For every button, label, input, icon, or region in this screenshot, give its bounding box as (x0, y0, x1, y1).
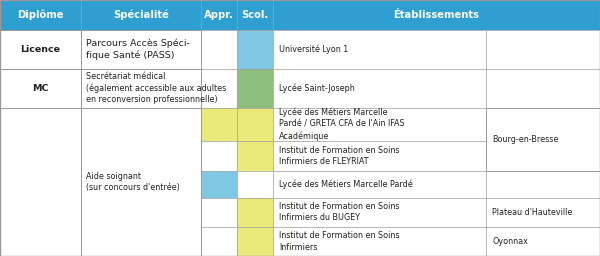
Text: Aide soignant
(sur concours d'entrée): Aide soignant (sur concours d'entrée) (86, 172, 179, 192)
Bar (0, 227, 81, 256)
Bar (237, 198, 273, 227)
Bar (81, 141, 201, 171)
Bar (486, 108, 600, 141)
Bar (237, 0, 273, 30)
Bar (237, 30, 273, 69)
Bar (81, 69, 201, 108)
Bar (0, 108, 81, 256)
Text: Institut de Formation en Soins
Infirmiers du BUGEY: Institut de Formation en Soins Infirmier… (279, 202, 400, 222)
Text: Lycée des Métiers Marcelle
Pardé / GRETA CFA de l'Ain IFAS
Académique: Lycée des Métiers Marcelle Pardé / GRETA… (279, 108, 404, 141)
Bar (0, 30, 81, 69)
Bar (0, 198, 81, 227)
Bar (0, 30, 81, 69)
Bar (486, 108, 600, 171)
Bar (81, 30, 201, 69)
Text: MC: MC (32, 83, 49, 93)
Bar (486, 227, 600, 256)
Text: Parcours Accès Spéci-
fique Santé (PASS): Parcours Accès Spéci- fique Santé (PASS) (86, 39, 190, 60)
Bar (486, 198, 600, 227)
Bar (486, 141, 600, 171)
Bar (201, 0, 237, 30)
Text: Diplôme: Diplôme (17, 10, 64, 20)
Bar (0, 69, 81, 108)
Text: Institut de Formation en Soins
Infirmiers de FLEYRIAT: Institut de Formation en Soins Infirmier… (279, 146, 400, 166)
Bar (273, 171, 486, 198)
Bar (237, 108, 273, 141)
Bar (81, 108, 201, 256)
Text: Institut de Formation en Soins
Infirmiers: Institut de Formation en Soins Infirmier… (279, 231, 400, 252)
Bar (273, 227, 486, 256)
Text: Scol.: Scol. (241, 10, 269, 20)
Text: Secrétariat médical
(également accessible aux adultes
en reconversion profession: Secrétariat médical (également accessibl… (86, 72, 226, 104)
Bar (237, 171, 273, 198)
Bar (273, 69, 486, 108)
Bar (81, 227, 201, 256)
Bar (201, 69, 237, 108)
Text: Appr.: Appr. (204, 10, 234, 20)
Bar (81, 30, 201, 69)
Bar (201, 141, 237, 171)
Bar (486, 69, 600, 108)
Bar (81, 108, 201, 141)
Bar (0, 0, 81, 30)
Bar (273, 141, 486, 171)
Bar (0, 108, 81, 141)
Bar (0, 141, 81, 171)
Bar (273, 108, 486, 141)
Bar (486, 30, 600, 69)
Bar (273, 198, 486, 227)
Bar (237, 227, 273, 256)
Bar (201, 227, 237, 256)
Text: Spécialité: Spécialité (113, 10, 169, 20)
Text: Université Lyon 1: Université Lyon 1 (279, 45, 348, 54)
Text: Établissements: Établissements (394, 10, 479, 20)
Bar (237, 69, 273, 108)
Bar (81, 198, 201, 227)
Bar (486, 171, 600, 198)
Bar (81, 69, 201, 108)
Bar (81, 0, 201, 30)
Text: Bourg-en-Bresse: Bourg-en-Bresse (492, 135, 559, 144)
Text: Licence: Licence (20, 45, 61, 54)
Text: Oyonnax: Oyonnax (492, 237, 528, 246)
Bar (201, 171, 237, 198)
Bar (0, 69, 81, 108)
Text: Plateau d'Hauteville: Plateau d'Hauteville (492, 208, 572, 217)
Bar (201, 108, 237, 141)
Text: Lycée Saint-Joseph: Lycée Saint-Joseph (279, 83, 355, 93)
Bar (201, 198, 237, 227)
Bar (81, 171, 201, 198)
Bar (273, 0, 600, 30)
Bar (273, 30, 486, 69)
Bar (237, 141, 273, 171)
Text: Lycée des Métiers Marcelle Pardé: Lycée des Métiers Marcelle Pardé (279, 179, 413, 189)
Bar (0, 171, 81, 198)
Bar (201, 30, 237, 69)
